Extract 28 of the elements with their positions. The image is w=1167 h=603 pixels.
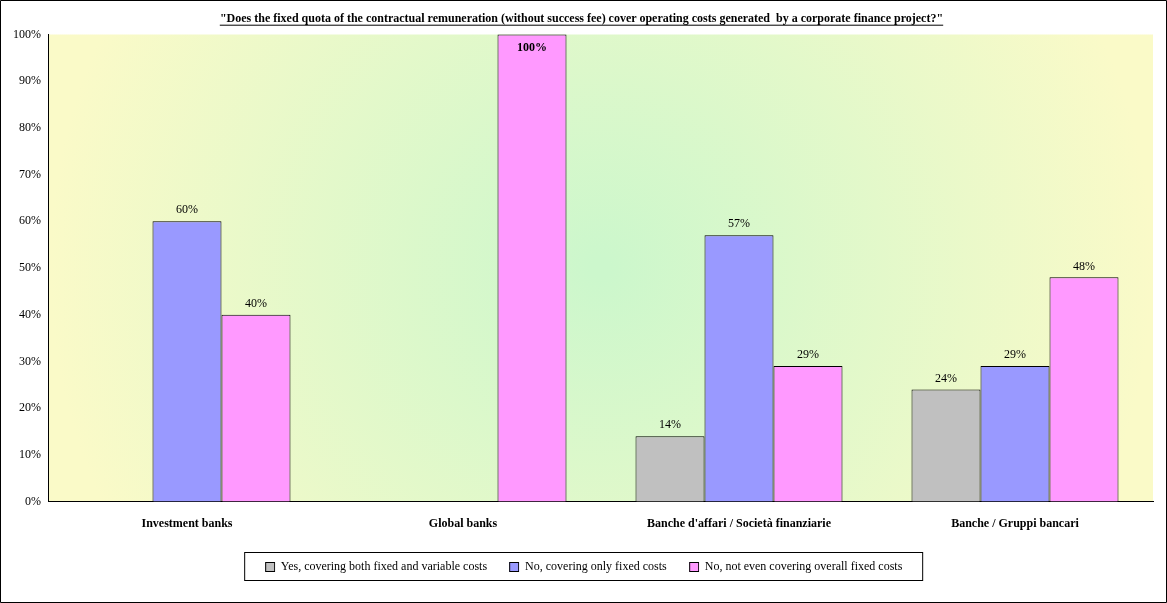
y-tick-label: 50% [19, 260, 41, 275]
x-tick-label: Banche / Gruppi bancari [951, 515, 1080, 530]
y-tick-label: 90% [19, 73, 41, 88]
chart-title: "Does the fixed quota of the contractual remuneration (without success fee) cover operating costs generated by a corporate finance project?" [219, 11, 944, 26]
y-tick-label: 20% [19, 400, 41, 415]
data-label: 100% [517, 40, 547, 55]
x-tick-label: Investment banks [141, 515, 233, 530]
data-label: 48% [1073, 258, 1095, 273]
y-tick-label: 40% [19, 306, 41, 321]
legend-label: No, not even covering overall fixed costs [704, 559, 903, 574]
x-tick-label: Banche d'affari / Società finanziarie [647, 515, 832, 530]
y-tick-label: 80% [19, 120, 41, 134]
data-label: 29% [797, 347, 819, 362]
data-label: 14% [659, 417, 681, 432]
y-tick-label: 70% [19, 166, 41, 181]
y-tick-label: 60% [19, 213, 41, 228]
y-tick-label: 30% [19, 353, 41, 368]
data-label: 29% [1004, 347, 1026, 362]
data-label: 40% [245, 295, 267, 310]
y-tick-label: 10% [19, 447, 41, 462]
y-tick-label: 100% [13, 26, 41, 41]
y-tick-label: 0% [25, 493, 41, 508]
legend-label: No, covering only fixed costs [525, 559, 667, 574]
x-tick-label: Global banks [428, 515, 498, 530]
data-label: 24% [935, 370, 957, 385]
data-label: 60% [176, 202, 198, 217]
data-label: 57% [728, 216, 750, 231]
legend-label: Yes, covering both fixed and variable costs [280, 559, 488, 574]
